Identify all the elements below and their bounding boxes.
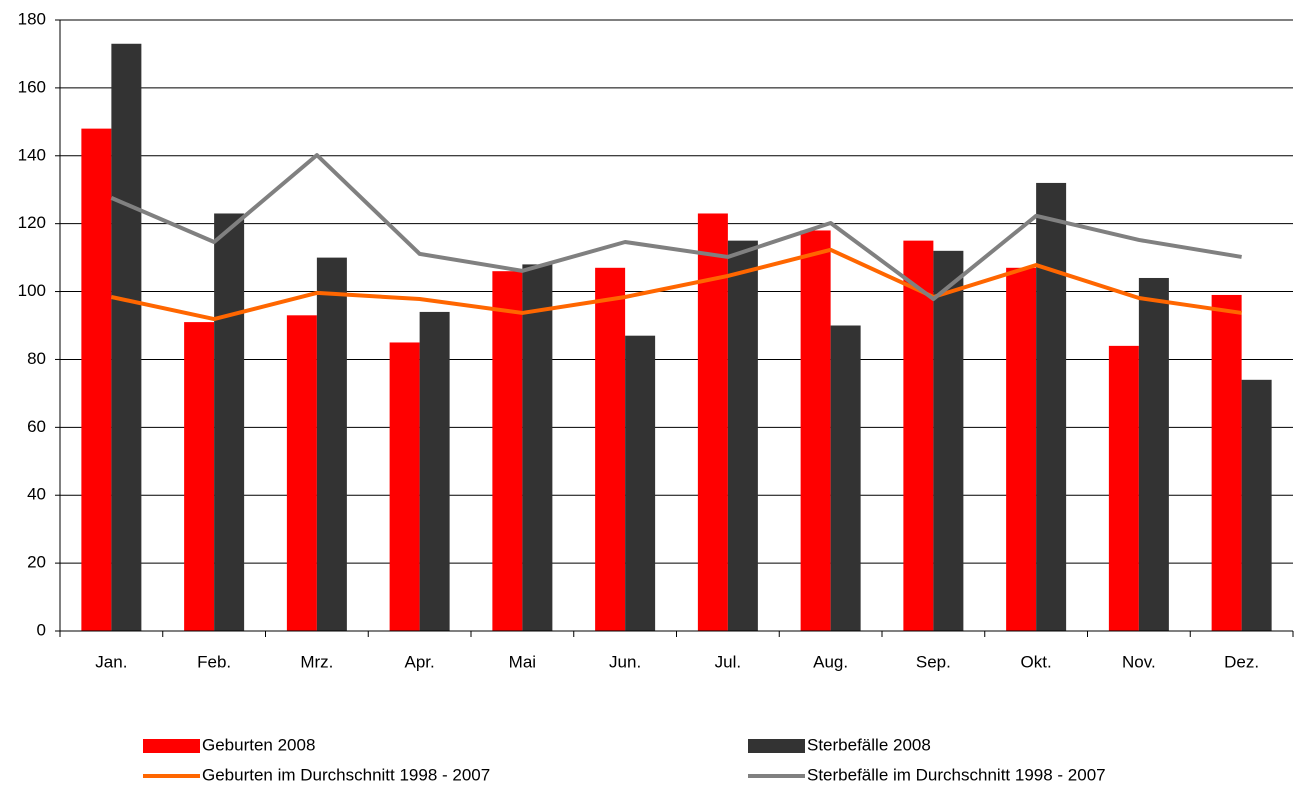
legend-swatch — [143, 739, 200, 753]
y-tick-label: 60 — [27, 417, 46, 436]
bar — [1108, 345, 1139, 631]
legend-label: Sterbefälle 2008 — [807, 735, 931, 754]
bar — [492, 271, 523, 631]
x-tick-label: Apr. — [405, 652, 435, 671]
bar — [1138, 277, 1169, 631]
bar — [286, 315, 317, 631]
y-tick-label: 100 — [18, 281, 46, 300]
y-tick-label: 20 — [27, 553, 46, 572]
x-tick-label: Jan. — [95, 652, 127, 671]
y-tick-label: 160 — [18, 77, 46, 96]
bar — [1006, 267, 1037, 631]
bar — [830, 325, 861, 631]
bar — [1211, 294, 1242, 631]
bar — [595, 267, 626, 631]
bar — [903, 240, 934, 631]
x-tick-label: Mai — [509, 652, 536, 671]
bar — [800, 230, 831, 631]
x-tick-label: Jun. — [609, 652, 641, 671]
bar — [111, 43, 142, 632]
bar — [727, 240, 758, 631]
legend-label: Geburten im Durchschnitt 1998 - 2007 — [202, 765, 490, 784]
y-tick-label: 40 — [27, 485, 46, 504]
line — [110, 153, 1242, 302]
bar — [81, 128, 112, 631]
bar — [214, 213, 245, 631]
legend-label: Sterbefälle im Durchschnitt 1998 - 2007 — [807, 765, 1106, 784]
x-tick-label: Sep. — [916, 652, 951, 671]
legend-swatch — [748, 739, 805, 753]
y-tick-label: 180 — [18, 9, 46, 28]
x-tick-label: Okt. — [1021, 652, 1052, 671]
x-tick-label: Nov. — [1122, 652, 1156, 671]
y-tick-label: 0 — [37, 620, 46, 639]
x-tick-label: Mrz. — [300, 652, 333, 671]
x-tick-label: Jul. — [715, 652, 741, 671]
bar — [1036, 182, 1067, 631]
line — [110, 247, 1242, 322]
legend-label: Geburten 2008 — [202, 735, 315, 754]
bar — [933, 250, 964, 632]
bar — [184, 322, 215, 631]
x-tick-label: Dez. — [1224, 652, 1259, 671]
x-tick-label: Feb. — [197, 652, 231, 671]
bar — [1241, 379, 1272, 631]
y-tick-label: 140 — [18, 145, 46, 164]
bar — [419, 311, 450, 631]
x-tick-label: Aug. — [813, 652, 848, 671]
bar — [389, 342, 420, 631]
bar — [316, 257, 347, 631]
y-tick-label: 80 — [27, 349, 46, 368]
y-tick-label: 120 — [18, 213, 46, 232]
bar — [522, 264, 553, 631]
bar — [625, 335, 656, 631]
